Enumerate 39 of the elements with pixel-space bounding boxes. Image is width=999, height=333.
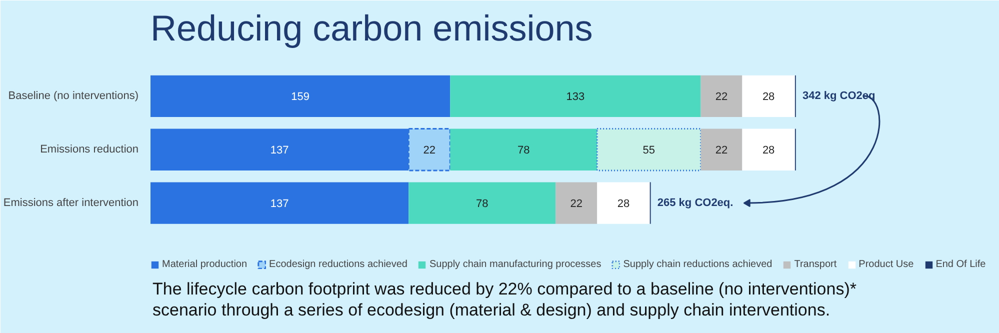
- bar: [556, 182, 598, 224]
- legend-label: Supply chain manufacturing processes: [429, 259, 602, 270]
- bar: [150, 182, 409, 224]
- legend-label: Supply chain reductions achieved: [623, 259, 772, 270]
- y-tick-label: Emissions reduction: [40, 144, 139, 156]
- data-label: 28: [617, 198, 630, 210]
- y-tick-label: Baseline (no interventions): [8, 90, 139, 102]
- data-label: 22: [570, 198, 582, 210]
- bar: [408, 182, 556, 224]
- data-label: 133: [566, 91, 585, 104]
- bar: [597, 182, 650, 224]
- data-label: 22: [423, 144, 436, 157]
- bar: [596, 128, 702, 172]
- bar: [700, 128, 742, 170]
- bar: [742, 128, 795, 170]
- legend-label: End Of Life: [936, 259, 986, 270]
- text: The lifecycle carbon footprint was reduced by 22% compared to a baseline (no interventions)* scenario through a series of ecodesign (material & design) and supply chain interventions.: [152, 280, 857, 320]
- legend-label: Ecodesign reductions achieved: [269, 259, 408, 270]
- bar: [742, 75, 795, 118]
- data-label: 137: [270, 144, 289, 157]
- data-label: 28: [762, 144, 775, 157]
- data-label: 22: [715, 144, 728, 157]
- data-label: 137: [270, 198, 289, 210]
- data-label: 55: [642, 144, 656, 157]
- bar: [450, 75, 701, 118]
- data-label: 78: [476, 198, 488, 210]
- bar: [150, 75, 450, 118]
- annotation: 265 kg CO2eq.: [657, 197, 734, 210]
- data-label: 78: [517, 144, 530, 157]
- legend-label: Transport: [794, 259, 837, 270]
- data-label: 22: [715, 91, 728, 104]
- legend-label: Product Use: [858, 259, 914, 270]
- data-label: 159: [291, 91, 310, 104]
- y-tick-label: Emissions after intervention: [3, 197, 139, 210]
- chart-title: Reducing carbon emissions: [150, 8, 593, 48]
- bar: [700, 75, 742, 118]
- data-label: 28: [762, 91, 775, 104]
- bar: [450, 128, 598, 170]
- legend-label: Material production: [162, 259, 248, 270]
